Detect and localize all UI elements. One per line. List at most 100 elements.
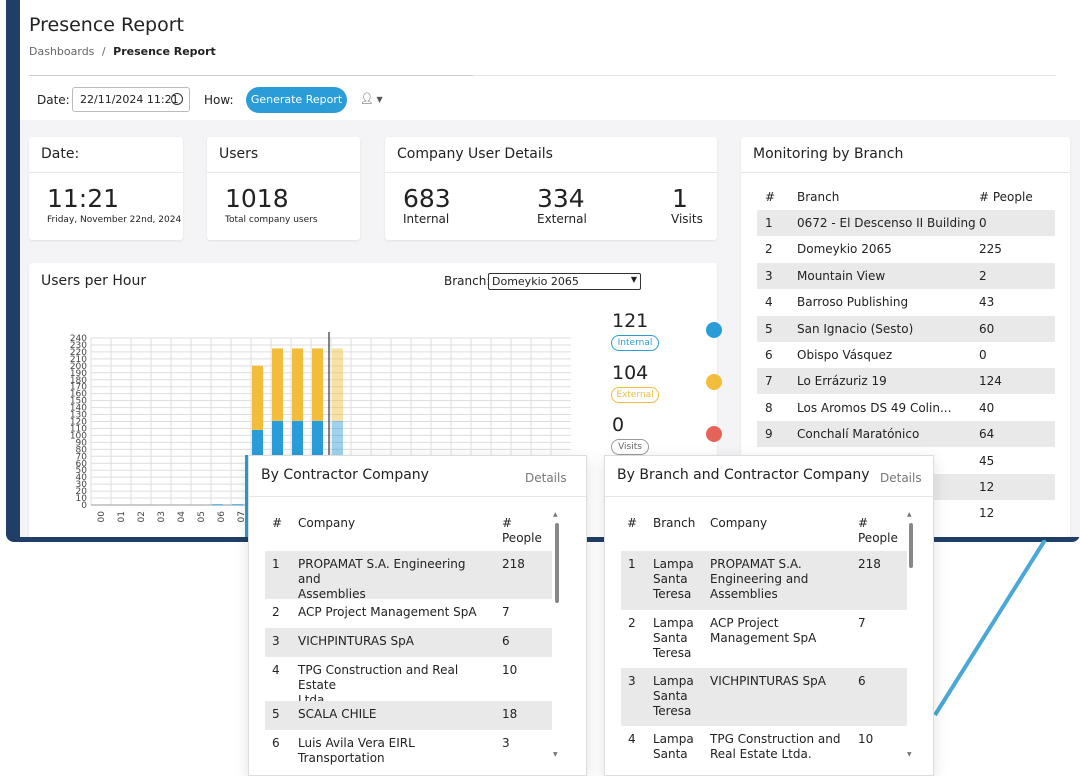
bar-external-09[interactable] [272, 348, 283, 421]
user-filter-dropdown[interactable]: 👤︎ ▼ [360, 92, 383, 105]
table-cell: 45 [979, 453, 995, 468]
branch-select-value: Domeykio 2065 [492, 275, 579, 288]
branch-line: Santa [653, 572, 688, 586]
bar-external-11[interactable] [312, 348, 323, 421]
legend-value: 104 [612, 362, 649, 384]
scroll-down-icon[interactable]: ▼ [907, 751, 912, 758]
x-tick-label: 00 [97, 511, 107, 523]
breadcrumb: Dashboards / Presence Report [29, 45, 216, 58]
y-tick-label: 220 [70, 348, 87, 358]
details-link[interactable]: Details [880, 471, 922, 485]
visits-label: Visits [671, 212, 703, 226]
card-title: Date: [29, 137, 183, 173]
company-line: PROPAMAT S.A. [710, 557, 802, 571]
y-tick-label: 40 [76, 473, 88, 483]
table-row: 4 Lampa Santa TPG Construction and Real Esta… [621, 726, 907, 776]
table-cell: 9 [765, 427, 773, 442]
y-tick-label: 80 [76, 445, 88, 455]
table-cell: 5 [272, 707, 280, 721]
chevron-down-icon: ▼ [630, 275, 637, 284]
company-line: Management SpA [710, 631, 817, 645]
table-row: 9 Conchalí Maratónico 64 [757, 421, 1055, 448]
branch-cell: Lampa Santa Teresa [653, 616, 703, 661]
branch-line: Lampa [653, 674, 694, 688]
table-cell: 12 [979, 506, 995, 521]
scroll-up-icon[interactable]: ▲ [553, 511, 558, 518]
bar-internal-07[interactable] [232, 504, 243, 506]
scroll-thumb[interactable] [555, 523, 559, 603]
table-row: 8 Los Aromos DS 49 Colin... 40 [757, 395, 1055, 421]
table-cell: Mountain View [797, 268, 886, 283]
company-cell: PROPAMAT S.A. Engineering and Assemblies [298, 557, 488, 602]
legend-color-dot [706, 322, 722, 338]
panel-title: By Branch and Contractor Company [617, 467, 870, 483]
y-tick-label: 10 [76, 494, 88, 504]
y-tick-label: 20 [76, 487, 88, 497]
breadcrumb-root[interactable]: Dashboards [29, 45, 95, 58]
column-header: # [858, 516, 869, 530]
table-row: 3 VICHPINTURAS SpA 6 [265, 628, 552, 657]
date-input[interactable]: 22/11/2024 11:21 [72, 87, 190, 112]
card-title: Company User Details [385, 137, 717, 173]
table-cell: 0 [979, 348, 987, 362]
company-cell: ACP Project Management SpA [298, 605, 488, 620]
column-header: People [858, 531, 898, 545]
scroll-thumb[interactable] [909, 523, 913, 568]
table-cell: 2 [272, 605, 280, 619]
table-cell: 43 [979, 295, 995, 310]
date-label: Date: [37, 93, 70, 107]
company-line: Luis Avila Vera EIRL Transportation [298, 736, 415, 765]
internal-label: Internal [403, 212, 450, 226]
table-cell: 0672 - El Descenso II Building [797, 216, 976, 230]
company-line: ACP Project Management SpA [298, 605, 477, 619]
table-cell: 124 [979, 374, 1002, 389]
divider [29, 75, 473, 76]
legend-color-dot [706, 426, 722, 442]
column-header: Company [298, 516, 356, 530]
branch-line: Lampa [653, 732, 694, 746]
panel-title: By Contractor Company [261, 467, 429, 483]
table-cell: 3 [272, 634, 280, 648]
scrollbar[interactable]: ▲ ▼ [553, 511, 561, 758]
clock-icon[interactable] [171, 93, 183, 105]
table-row: 7 Lo Errázuriz 19 124 [757, 368, 1055, 395]
details-link[interactable]: Details [525, 471, 567, 485]
divider [249, 496, 588, 497]
y-tick-label: 50 [76, 466, 88, 476]
y-tick-label: 130 [70, 411, 87, 421]
divider [473, 75, 1056, 76]
internal-count: 683 [403, 184, 451, 213]
company-line: TPG Construction and [710, 732, 841, 746]
table-row: 2 ACP Project Management SpA 7 [265, 599, 552, 628]
company-line: SCALA CHILE [298, 707, 377, 721]
bar-external-10[interactable] [292, 348, 303, 421]
table-row: 5 San Ignacio (Sesto) 60 [757, 315, 1055, 342]
table-cell: Barroso Publishing [797, 295, 909, 310]
y-tick-label: 60 [76, 459, 88, 469]
scroll-up-icon[interactable]: ▲ [907, 511, 912, 518]
table-cell: 3 [765, 268, 773, 283]
table-cell: 3 [628, 674, 636, 688]
company-line: TPG Construction and Real Estate [298, 663, 459, 692]
branch-line: Teresa [653, 704, 692, 718]
scroll-down-icon[interactable]: ▼ [553, 751, 558, 758]
bar-internal-06[interactable] [212, 504, 223, 506]
table-row: 5 SCALA CHILE 18 [265, 701, 552, 730]
generate-report-button[interactable]: Generate Report [246, 87, 347, 113]
table-cell: 7 [858, 616, 866, 630]
company-cell: VICHPINTURAS SpA [710, 674, 850, 689]
scrollbar[interactable]: ▲ ▼ [907, 511, 915, 758]
bar-external-12[interactable] [332, 348, 343, 421]
table-cell: 2 [765, 242, 773, 257]
table-cell: 2 [979, 268, 987, 283]
y-tick-label: 180 [70, 376, 87, 386]
top-bar: Presence Report Dashboards / Presence Re… [20, 0, 1080, 120]
y-tick-label: 190 [70, 369, 87, 379]
table-cell: Lo Errázuriz 19 [797, 374, 887, 389]
table-row: 2 Lampa Santa Teresa ACP Project Management S… [621, 610, 907, 668]
bar-external-08[interactable] [252, 365, 263, 430]
y-tick-label: 30 [76, 480, 88, 490]
branch-select[interactable]: Domeykio 2065 ▼ [488, 273, 641, 290]
y-tick-label: 110 [70, 424, 87, 434]
table-cell: 1 [765, 216, 773, 230]
